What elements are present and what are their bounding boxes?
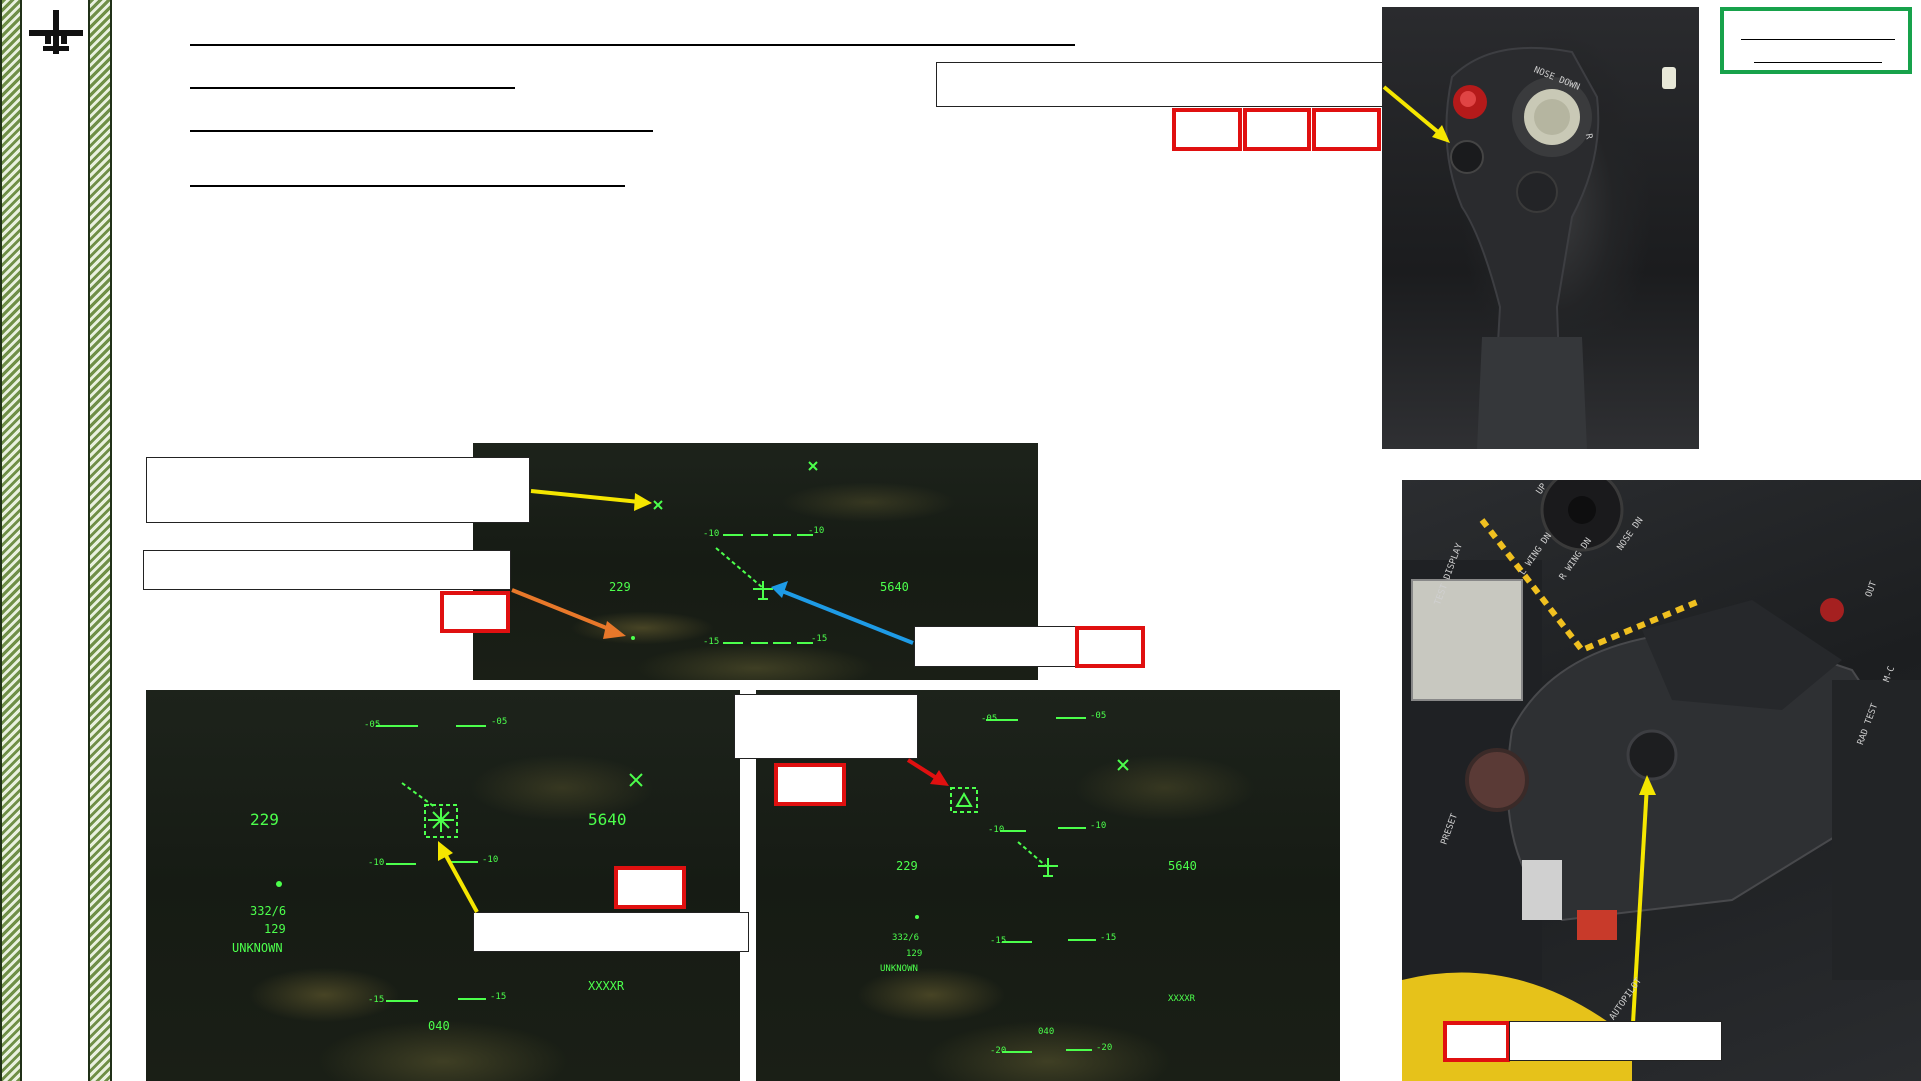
top-ladder-neg10-left: -10 bbox=[703, 529, 720, 539]
br-speed: 5640 bbox=[1168, 859, 1197, 873]
bl-pitch-neg10-right: -10 bbox=[482, 855, 499, 865]
navigation-line-2 bbox=[1754, 62, 1882, 63]
br-pitch-neg05-left: -05 bbox=[981, 714, 998, 724]
red-box-callout-2 bbox=[440, 591, 510, 633]
bl-pitch-neg05-right: -05 bbox=[491, 717, 508, 727]
callout-box-2 bbox=[143, 550, 511, 590]
br-pitch-neg20-left: -20 bbox=[990, 1046, 1007, 1056]
text-line-2 bbox=[190, 185, 625, 187]
throttle-photo: UP L WING DN R WING DN NOSE DN OUT M-C R… bbox=[1402, 480, 1921, 1081]
bl-pitch-neg15-left: -15 bbox=[368, 995, 385, 1005]
text-line-1 bbox=[190, 130, 653, 132]
top-altitude: 229 bbox=[609, 580, 631, 594]
bl-steerpoint: XXXXR bbox=[588, 979, 625, 993]
br-target-value: 129 bbox=[906, 949, 923, 959]
top-speed: 5640 bbox=[880, 580, 909, 594]
br-pitch-neg20-right: -20 bbox=[1096, 1043, 1113, 1053]
callout-box-3 bbox=[914, 626, 1076, 667]
red-box-callout-3 bbox=[1075, 626, 1145, 668]
callout-box-5 bbox=[473, 912, 749, 952]
bl-pitch-neg15-right: -15 bbox=[490, 992, 507, 1002]
callout-box-1 bbox=[146, 457, 530, 523]
br-pitch-neg05-right: -05 bbox=[1090, 711, 1107, 721]
top-ladder-neg10-right: -10 bbox=[808, 526, 825, 536]
sidebar-hatch-right bbox=[88, 0, 112, 1081]
br-pitch-neg15-left: -15 bbox=[990, 936, 1007, 946]
red-box-callout-4 bbox=[774, 763, 846, 806]
sidebar-panel bbox=[22, 0, 88, 1081]
red-box-callout-5 bbox=[614, 866, 686, 909]
red-box-callout-6 bbox=[1443, 1021, 1510, 1062]
br-heading: 040 bbox=[1038, 1027, 1055, 1037]
br-pitch-neg10-left: -10 bbox=[988, 825, 1005, 835]
br-pitch-neg10-right: -10 bbox=[1090, 821, 1107, 831]
br-pitch-neg15-right: -15 bbox=[1100, 933, 1117, 943]
stick-red-box-1 bbox=[1172, 108, 1242, 151]
bl-target-range: 332/6 bbox=[250, 904, 287, 918]
title-line bbox=[190, 44, 1075, 46]
bl-target-type: UNKNOWN bbox=[232, 941, 283, 955]
stick-red-box-3 bbox=[1312, 108, 1381, 151]
bl-pitch-neg10-left: -10 bbox=[368, 858, 385, 868]
sidebar-hatch-left bbox=[0, 0, 22, 1081]
stick-callout-box bbox=[936, 62, 1384, 107]
callout-box-6 bbox=[1509, 1021, 1722, 1061]
callout-box-4 bbox=[734, 694, 918, 759]
bl-heading: 040 bbox=[428, 1019, 450, 1033]
stick-red-box-2 bbox=[1243, 108, 1311, 151]
navigation-line-1 bbox=[1741, 39, 1895, 40]
control-stick-photo: NOSE DOWN R bbox=[1382, 7, 1699, 449]
top-ladder-neg15-right: -15 bbox=[811, 634, 828, 644]
bl-pitch-neg05-left: -05 bbox=[364, 720, 381, 730]
subtitle-line bbox=[190, 87, 515, 89]
br-target-range: 332/6 bbox=[892, 933, 920, 943]
br-steerpoint: XXXXR bbox=[1168, 994, 1196, 1004]
navigation-box[interactable] bbox=[1720, 7, 1912, 74]
top-ladder-neg15-left: -15 bbox=[703, 637, 720, 647]
aircraft-icon bbox=[25, 8, 87, 62]
bl-target-value: 129 bbox=[264, 922, 286, 936]
br-target-type: UNKNOWN bbox=[880, 964, 918, 974]
bl-altitude: 229 bbox=[250, 810, 279, 829]
br-altitude: 229 bbox=[896, 859, 918, 873]
bl-speed: 5640 bbox=[588, 810, 627, 829]
